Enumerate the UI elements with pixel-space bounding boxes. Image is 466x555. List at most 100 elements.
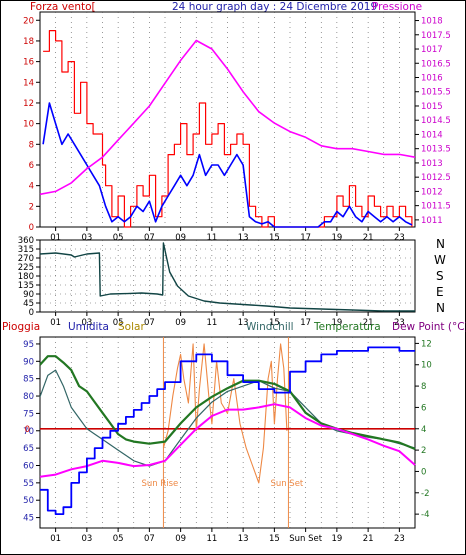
panel3-y2-tick-label: 12 [421,339,432,349]
compass-s: S [436,269,444,283]
legend-pioggia: Pioggia [2,321,40,333]
panel3-y-tick-label: 85 [23,375,34,385]
solar-line [162,343,288,484]
pressure-line [39,39,416,196]
panel3-x-tick-label: 23 [394,534,405,544]
panel3-y-tick-label: 75 [23,409,34,419]
panel1-y2-tick-label: 1011.5 [421,202,451,212]
panel1-y-tick-label: 4 [29,182,34,192]
panel2-y-tick-label: 90 [23,290,34,300]
panel2-x-tick-label: 15 [269,318,280,328]
panel1-x-tick-label: 19 [331,233,342,243]
panel2-y-tick-label: 360 [18,236,34,246]
panel3-x-tick-label: 05 [113,534,124,544]
panel2-x-tick-label: 23 [394,318,405,328]
panel2-x-tick-label: 01 [50,318,61,328]
legend-windchill: Windchill [246,321,294,333]
panel1-x-tick-label: 03 [81,233,92,243]
panel1-y2-tick-label: 1013 [421,159,443,169]
panel1-x-tick-label: 15 [269,233,280,243]
panel2-x-tick-label: 03 [81,318,92,328]
legend-umidita: Umidita [68,321,109,333]
panel1-y2-tick-label: 1012.5 [421,173,451,183]
panel1-y-tick-label: 8 [29,140,34,150]
panel2-x-tick-label: 17 [300,318,311,328]
compass-e: E [436,285,444,299]
panel1-y2-tick-label: 1017 [421,45,443,55]
panel1-y2-tick-label: 1015.5 [421,88,451,98]
panel1-x-tick-label: 21 [363,233,374,243]
panel2-y-tick-label: 135 [18,281,34,291]
panel3-x-tick-label: 15 [269,534,280,544]
windchill-line [39,369,416,467]
panel1-y2-tick-label: 1016 [421,73,443,83]
panel2-y-tick-label: 45 [23,299,34,309]
panel1-x-tick-label: 05 [113,233,124,243]
panel1-y-tick-label: 18 [23,37,34,47]
panel3-x-tick-label: 19 [331,534,342,544]
panel3-y2-tick-label: 8 [421,382,426,392]
compass-labels: N W S E N [434,237,446,315]
panel3-y2-tick-label: 10 [421,361,432,371]
panel1-y-tick-label: 6 [29,161,34,171]
panel2-y-tick-label: 225 [18,263,34,273]
panel3-x-tick-label: 07 [144,534,155,544]
panel3-x-tick-label: Sun Set [289,534,322,544]
legend-temperatura: Temperatura [313,321,381,333]
panel1-y2-tick-label: 1018 [421,17,443,27]
panel1-y2-tick-label: 1014.5 [421,116,451,126]
panel2-y-tick-label: 180 [18,272,34,282]
panel3-x-tick-label: 09 [175,534,186,544]
panel1-y2-tick-label: 1012 [421,187,443,197]
temperature-humidity-panel: 45 50 55 60 65 70 75 80 85 90 95 -4 -2 0 2 4 6 8 10 12 01 03 0… [23,336,432,544]
compass-w: W [434,253,446,267]
panel1-y2-tick-label: 1017.5 [421,31,451,41]
panel1-y-tick-label: 0 [29,223,34,233]
panel3-y-tick-label: 55 [23,479,34,489]
panel1-frame [39,11,416,228]
panel3-x-tick-label: 21 [363,534,374,544]
pressure-title: Pressione [372,1,422,13]
panel3-y-tick-label: 65 [23,444,34,454]
panel1-y2-tick-label: 1011 [421,216,443,226]
panel1-x-tick-label: 07 [144,233,155,243]
panel2-x-tick-label: 11 [206,318,217,328]
compass-n-top: N [436,237,445,251]
panel1-y-tick-label: 2 [29,202,34,212]
panel2-x-tick-label: 09 [175,318,186,328]
humidity-line [40,346,415,515]
panel2-x-tick-label: 19 [331,318,342,328]
panel3-y2-tick-label: 2 [421,446,426,456]
panel2-y-tick-label: 0 [29,308,34,318]
panel3-y2-tick-label: -2 [421,489,429,499]
panel3-y-tick-label: 70 [23,427,34,437]
panel1-y2-tick-label: 1016.5 [421,59,451,69]
panel3-x-tick-label: 11 [206,534,217,544]
panel1-y2-tick-label: 1015 [421,102,443,112]
panel1-y-tick-label: 16 [23,58,34,68]
panel2-x-tick-label: 21 [363,318,374,328]
panel3-y-tick-label: 60 [23,461,34,471]
panel3-x-tick-label: 03 [81,534,92,544]
panel2-x-tick-label: 13 [238,318,249,328]
wind-pressure-panel: 0246810121416182010111011.510121012.5101… [23,11,451,243]
panel2-x-tick-label: 07 [144,318,155,328]
panel3-y2-tick-label: 0 [421,467,426,477]
panel3-y-tick-label: 45 [23,514,34,524]
panel3-legend: Pioggia Umidita Solar Windchill Temperat… [2,321,466,333]
legend-dewpoint: Dew Point (°C) [392,321,466,333]
panel2-y-tick-label: 270 [18,254,34,264]
wind-mean-line [42,102,413,228]
panel1-x-tick-label: 17 [300,233,311,243]
sunrise-label: Sun Rise [141,479,178,489]
panel3-x-tick-label: 01 [50,534,61,544]
panel1-x-tick-label: 09 [175,233,186,243]
wind-direction-line [39,242,415,312]
sunset-label: Sun Set [270,479,303,489]
panel3-x-tick-label: 13 [238,534,249,544]
legend-solar: Solar [118,321,145,333]
panel3-y2-tick-label: 4 [421,425,426,435]
wind-gust-line [43,30,413,228]
panel3-y-tick-label: 50 [23,496,34,506]
